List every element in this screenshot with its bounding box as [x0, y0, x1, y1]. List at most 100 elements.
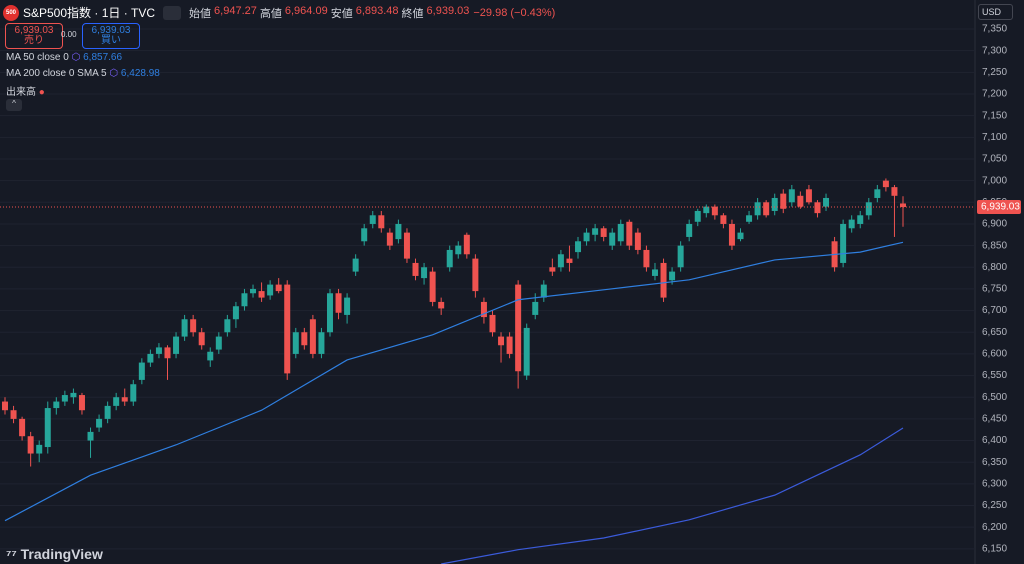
candle-body: [275, 284, 282, 292]
candle-body: [703, 206, 710, 214]
price-tag: [977, 200, 1021, 215]
ohlc-value: 6,947.27: [214, 4, 257, 17]
buy-price: 6,939.03: [91, 25, 131, 36]
candle-body: [292, 332, 299, 354]
ohlc-label: 始値: [189, 7, 212, 20]
price-label: 6,939.03: [981, 202, 1020, 213]
ma-line: [4, 241, 904, 522]
candle-body: [882, 180, 889, 188]
candle-body: [36, 444, 43, 454]
candle-body: [326, 293, 333, 333]
ohlc-label: 安値: [330, 7, 353, 20]
candle-body: [421, 267, 428, 279]
candle-body: [669, 271, 676, 281]
candle-body: [746, 215, 753, 222]
candle-body: [429, 271, 436, 302]
y-tick-label: 7,100: [982, 132, 1007, 143]
y-tick-label: 6,900: [982, 219, 1007, 230]
candle-body: [900, 203, 906, 208]
candle-body: [10, 410, 17, 419]
candle-body: [190, 319, 197, 333]
candle-body: [874, 189, 881, 198]
candle-body: [891, 187, 898, 196]
candle-body: [686, 223, 693, 237]
candle-body: [592, 228, 599, 235]
y-tick-label: 6,750: [982, 284, 1007, 295]
candle-body: [241, 293, 248, 307]
candle-body: [720, 215, 727, 224]
candle-body: [617, 223, 624, 242]
spread: 0.00: [61, 30, 77, 39]
collapse-button[interactable]: [163, 5, 182, 20]
candle-body: [138, 362, 145, 380]
ma-value: 6,428.98: [120, 68, 160, 79]
candle-body: [121, 397, 128, 402]
candle-body: [318, 332, 325, 354]
candle-body: [155, 347, 162, 354]
y-tick-label: 6,850: [982, 240, 1007, 251]
candle-body: [532, 301, 539, 315]
candle-body: [181, 319, 188, 337]
candle-body: [626, 221, 633, 246]
candle-body: [378, 215, 385, 229]
currency[interactable]: USD: [978, 4, 1013, 20]
y-tick-label: 6,700: [982, 305, 1007, 316]
candle-body: [438, 301, 445, 309]
y-tick-label: 6,450: [982, 414, 1007, 425]
candle-body: [87, 431, 94, 441]
collapse-legend[interactable]: ^: [6, 99, 22, 111]
ohlc-value: 6,964.09: [284, 4, 328, 17]
y-tick-label: 6,550: [982, 370, 1007, 381]
y-tick-label: 6,350: [982, 457, 1007, 468]
y-tick-label: 6,200: [982, 522, 1007, 533]
candle-body: [352, 258, 359, 272]
y-tick-label: 7,350: [982, 24, 1007, 35]
candle-body: [865, 202, 872, 216]
candle-body: [609, 232, 616, 246]
buy-button[interactable]: 6,939.03 買い: [82, 23, 140, 49]
candle-body: [446, 249, 453, 268]
sell-price: 6,939.03: [14, 25, 54, 36]
candle-body: [823, 197, 830, 207]
candle-body: [805, 189, 812, 203]
ma-value: 6,857.66: [83, 52, 123, 63]
candle-body: [232, 306, 239, 320]
ohlc-value: 6,939.03: [426, 4, 470, 17]
candle-body: [215, 336, 222, 350]
y-tick-label: 7,250: [982, 67, 1007, 78]
candle-body: [583, 232, 590, 242]
candle-body: [549, 267, 556, 272]
candle-body: [301, 332, 308, 346]
buy-label: 買い: [101, 35, 121, 46]
candle-body: [344, 297, 351, 315]
candle-body: [412, 262, 419, 276]
candle-body: [198, 332, 205, 346]
candle-body: [44, 408, 51, 448]
y-tick-label: 7,300: [982, 45, 1007, 56]
candle-body: [335, 293, 342, 313]
candle-body: [164, 347, 171, 359]
candle-body: [506, 336, 513, 354]
candle-body: [361, 228, 368, 242]
candle-body: [814, 202, 821, 214]
candle-body: [250, 288, 257, 294]
sell-button[interactable]: 6,939.03 売り: [5, 23, 63, 49]
candle-body: [788, 189, 795, 203]
volume-legend: 出来高 ●: [6, 87, 45, 98]
candle-body: [540, 284, 547, 298]
candle-body: [147, 353, 154, 363]
candle-body: [78, 395, 85, 411]
candle-body: [498, 336, 505, 346]
candle-body: [677, 245, 684, 268]
ohlc-value: 6,893.48: [355, 4, 399, 17]
candle-body: [600, 228, 607, 237]
brand: ⁷⁷ TradingView: [6, 546, 103, 562]
candle-body: [651, 269, 658, 276]
candle-body: [763, 202, 770, 216]
candle-body: [386, 232, 393, 246]
candle-body: [728, 223, 735, 246]
candle-body: [797, 195, 804, 207]
symbol[interactable]: S&P500指数 · 1日 · TVC: [23, 6, 156, 20]
candle-body: [403, 232, 410, 259]
